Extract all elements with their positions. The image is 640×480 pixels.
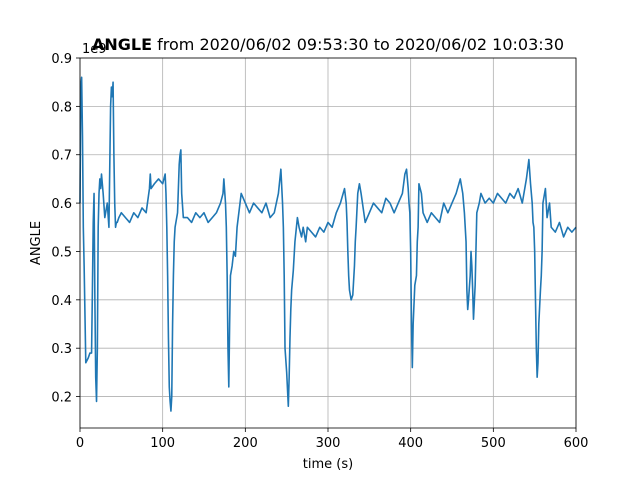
x-tick-label: 0 — [76, 436, 84, 451]
x-tick-label: 500 — [481, 436, 506, 451]
x-axis-label: time (s) — [303, 457, 353, 472]
y-axis-label: ANGLE — [29, 221, 44, 265]
x-tick-label: 100 — [150, 436, 175, 451]
y-axis-offset-text: 1e9 — [82, 42, 107, 57]
y-tick-label: 0.4 — [51, 294, 72, 309]
y-tick-label: 0.5 — [51, 245, 72, 260]
x-tick-label: 600 — [564, 436, 589, 451]
series-layer — [79, 76, 577, 412]
y-tick-label: 0.8 — [51, 100, 72, 115]
chart-title-rest: from 2020/06/02 09:53:30 to 2020/06/02 1… — [152, 35, 564, 54]
y-tick-label: 0.6 — [51, 197, 72, 212]
y-tick-label: 0.9 — [51, 52, 72, 67]
chart-title-bold: ANGLE — [92, 35, 152, 54]
x-tick-label: 400 — [398, 436, 423, 451]
y-tick-label: 0.7 — [51, 149, 72, 164]
grid-lines — [79, 57, 577, 428]
series-line — [79, 76, 577, 412]
x-tick-label: 300 — [316, 436, 341, 451]
chart-title: ANGLE from 2020/06/02 09:53:30 to 2020/0… — [92, 35, 564, 54]
axis-ticks: 0 100 200 300 400 500 600 0.2 0.3 0.4 0.5 0.6 0.7 0.8… — [51, 52, 588, 451]
x-tick-label: 200 — [233, 436, 258, 451]
y-tick-label: 0.2 — [51, 391, 72, 406]
y-tick-label: 0.3 — [51, 342, 72, 357]
